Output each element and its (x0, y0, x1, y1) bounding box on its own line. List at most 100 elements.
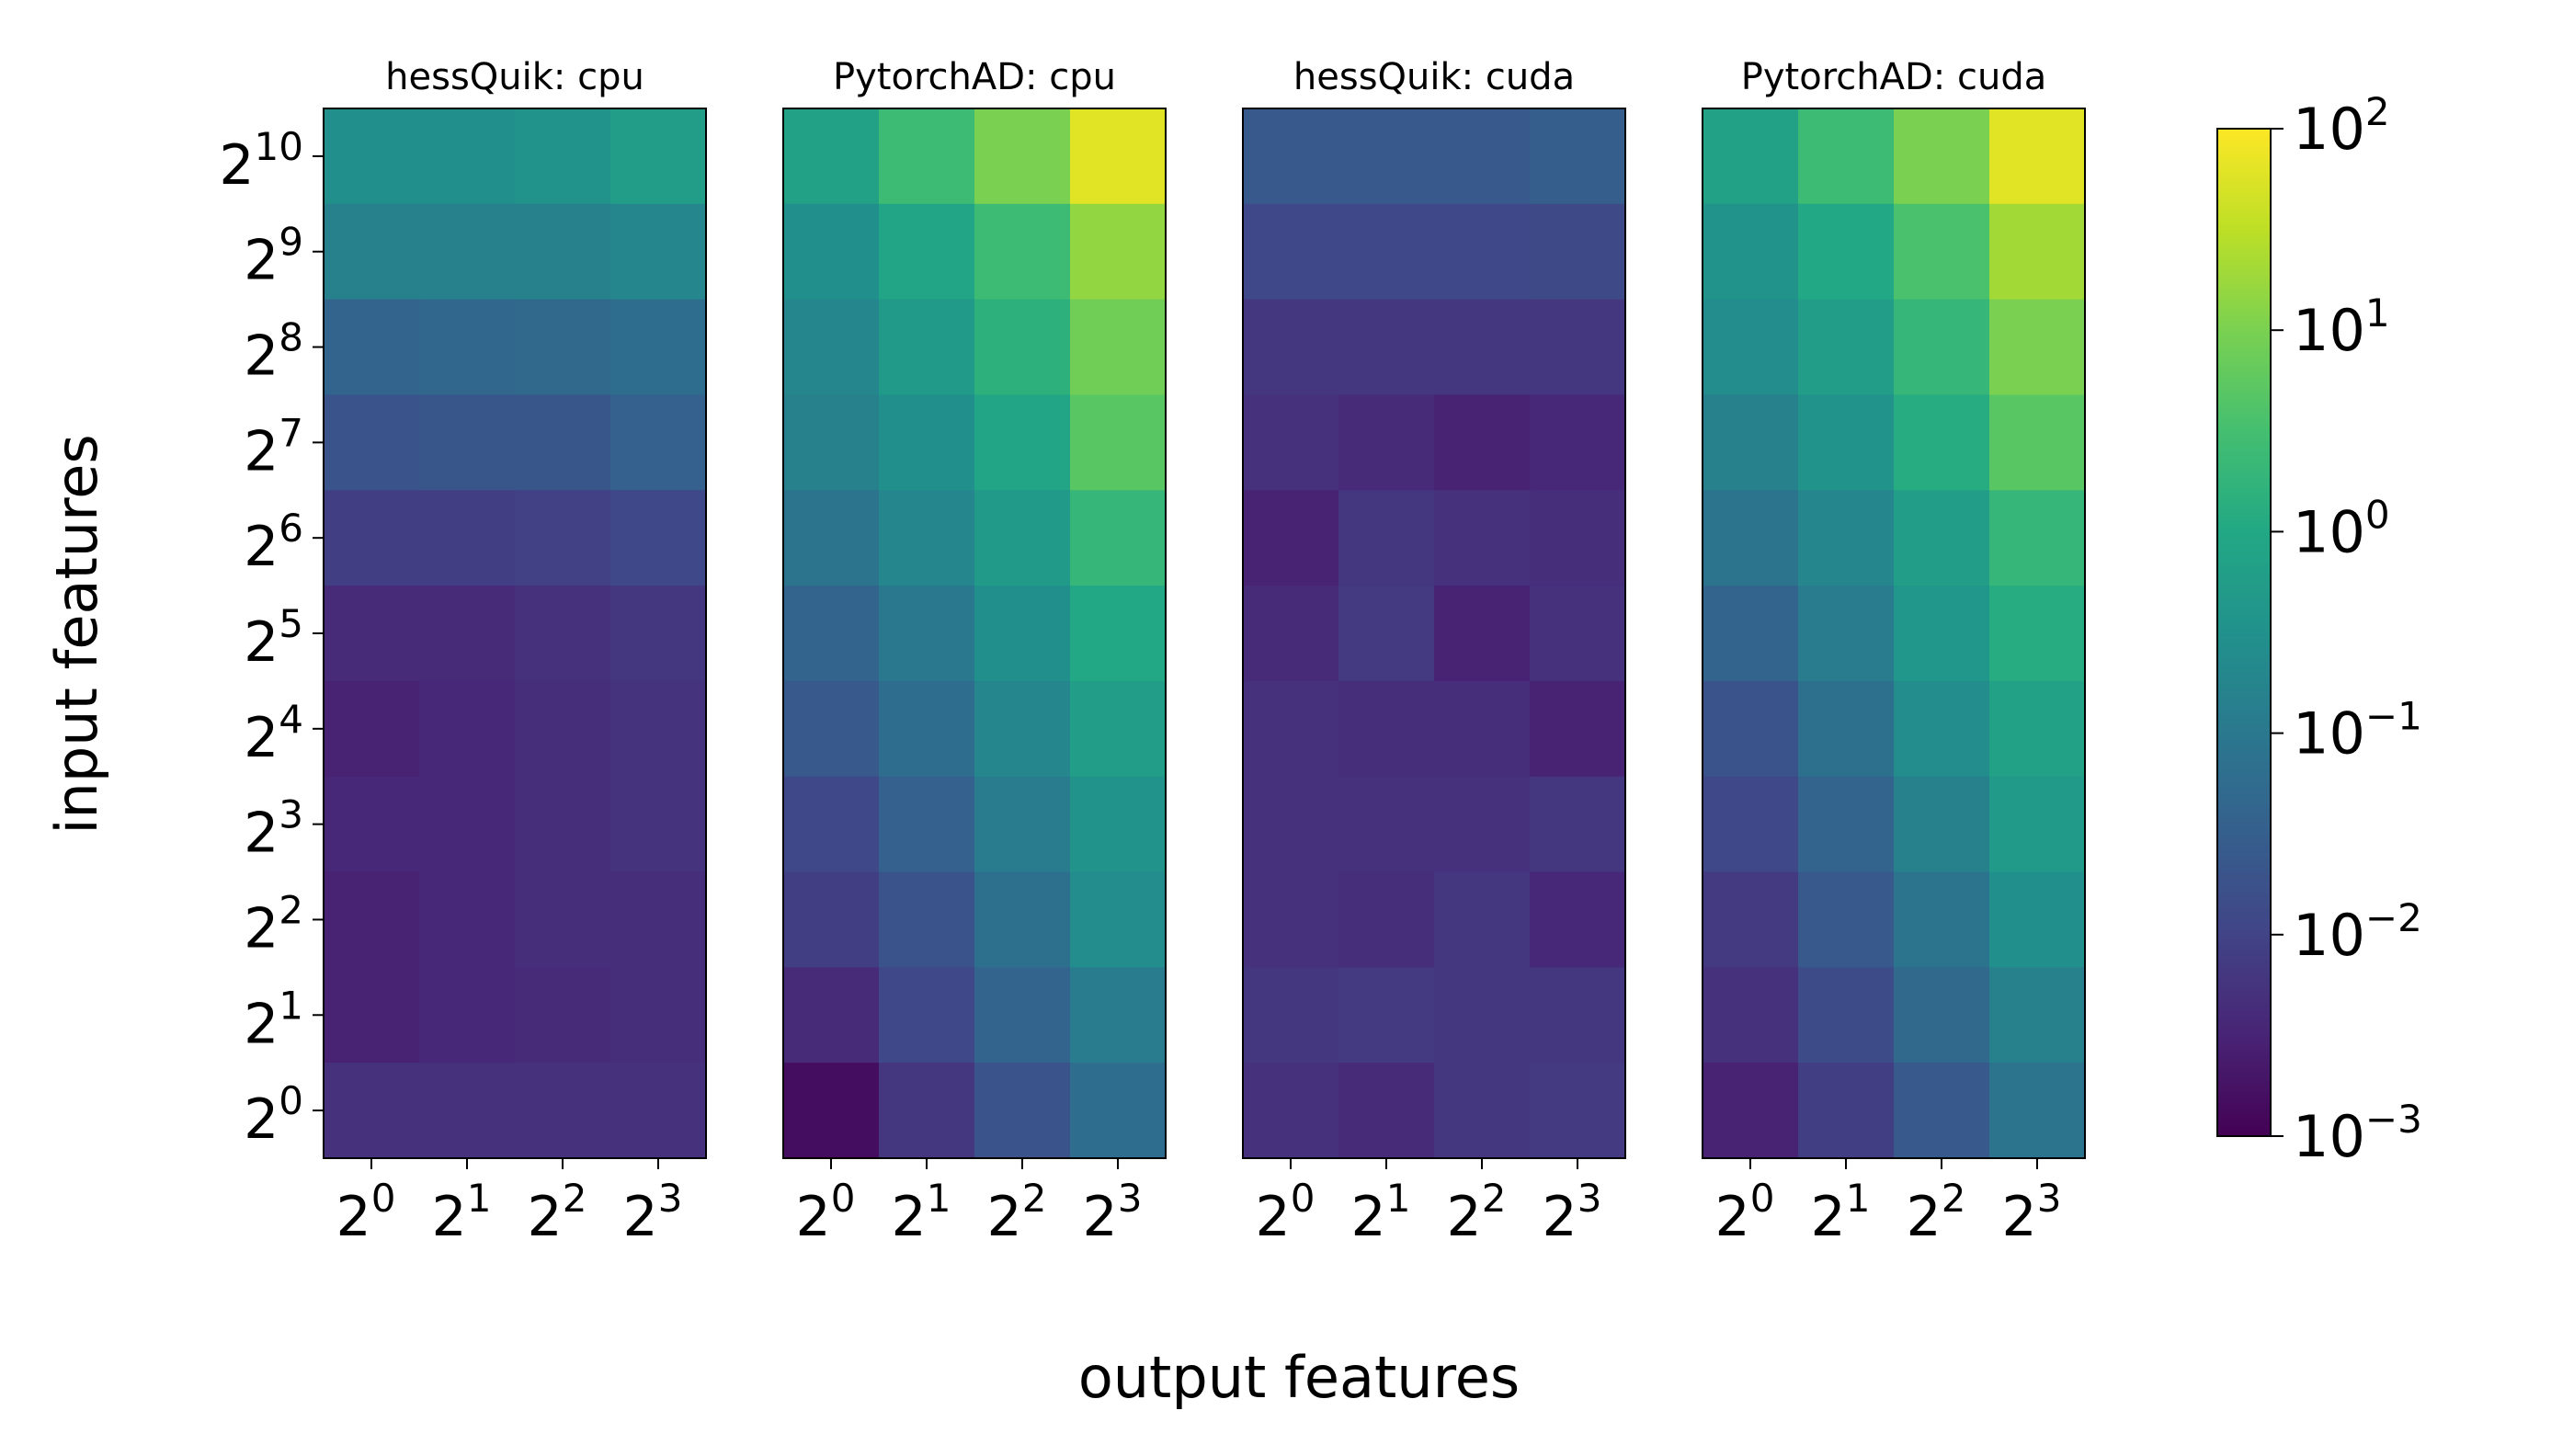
x-tick-label: 23 (1543, 1176, 1602, 1249)
heatmap-cell (324, 394, 420, 491)
x-axis-label: output features (1078, 1344, 1520, 1411)
heatmap-cell (419, 394, 516, 491)
heatmap-cell (1243, 680, 1339, 778)
heatmap-cell (1243, 871, 1339, 968)
heatmap-cell (419, 203, 516, 301)
heatmap-cell (783, 108, 880, 205)
heatmap-cell (1070, 680, 1167, 778)
colorbar-frame (2216, 128, 2272, 1137)
y-tick-label: 28 (244, 315, 303, 389)
heatmap-cell (783, 871, 880, 968)
heatmap-cell (1434, 967, 1531, 1064)
heatmap-cell (1530, 680, 1626, 778)
heatmap-cell (1798, 1063, 1895, 1159)
x-tick-label: 21 (892, 1176, 951, 1249)
heatmap-cell (879, 776, 975, 873)
x-tick-label: 22 (987, 1176, 1047, 1249)
heatmap-cell (783, 967, 880, 1064)
heatmap-cell (1070, 1063, 1167, 1159)
heatmap-cell (1989, 490, 2086, 586)
y-tick-label: 21 (244, 983, 303, 1056)
x-tick-label: 21 (432, 1176, 492, 1249)
heatmap-cell (1989, 108, 2086, 205)
heatmap-cell (1070, 586, 1167, 682)
colorbar-tick-label: 10−3 (2293, 1097, 2422, 1170)
heatmap-cell (1894, 680, 1990, 778)
heatmap-cell (974, 776, 1071, 873)
colorbar-tick-label: 100 (2293, 492, 2390, 565)
heatmap-cell (783, 586, 880, 682)
heatmap-cell (1434, 490, 1531, 586)
heatmap-cell (1434, 586, 1531, 682)
heatmap-cell (1703, 1063, 1799, 1159)
heatmap-cell (1243, 967, 1339, 1064)
heatmap-cell (610, 203, 707, 301)
heatmap-cell (783, 203, 880, 301)
heatmap-cell (879, 1063, 975, 1159)
x-tick-label: 20 (1256, 1176, 1315, 1249)
heatmap-cell (1798, 967, 1895, 1064)
heatmap-cell (1703, 394, 1799, 491)
heatmap-cell (610, 871, 707, 968)
heatmap-cell (1894, 490, 1990, 586)
heatmap-cell (974, 108, 1071, 205)
colorbar-gradient (2217, 129, 2271, 1136)
heatmap-cell (515, 586, 611, 682)
heatmap-cell (1530, 203, 1626, 301)
heatmap-cell (879, 871, 975, 968)
y-tick-label: 27 (244, 410, 303, 483)
heatmap-cell (1338, 299, 1435, 396)
x-tick-label: 20 (1715, 1176, 1775, 1249)
heatmap-cell (419, 967, 516, 1064)
y-tick-label: 20 (244, 1078, 303, 1152)
heatmap-cell (324, 776, 420, 873)
heatmap-cell (1798, 871, 1895, 968)
heatmap-cell (419, 490, 516, 586)
heatmap-cell (1070, 299, 1167, 396)
heatmap-cell (1434, 108, 1531, 205)
heatmap-cell (974, 1063, 1071, 1159)
heatmap-cell (1989, 967, 2086, 1064)
heatmap-cell (1338, 108, 1435, 205)
x-tick-label: 22 (1907, 1176, 1966, 1249)
heatmap-cell (419, 776, 516, 873)
heatmap-cell (879, 967, 975, 1064)
heatmap-cell (1243, 1063, 1339, 1159)
heatmap-cell (1243, 203, 1339, 301)
heatmap-cell (1703, 299, 1799, 396)
heatmap-cell (515, 871, 611, 968)
heatmap-cell (974, 586, 1071, 682)
heatmap-cell (1070, 871, 1167, 968)
heatmap-cell (1338, 680, 1435, 778)
heatmap-cell (419, 108, 516, 205)
heatmap-cell (1434, 394, 1531, 491)
heatmap-cell (515, 203, 611, 301)
heatmap-cell (1530, 490, 1626, 586)
heatmap-panel: hessQuik: cpu 20 21 22 23 20 21 22 23 24 25 26 27 28 2… (219, 56, 707, 1249)
heatmap-cell (879, 299, 975, 396)
heatmap-cell (1070, 490, 1167, 586)
x-tick-label: 20 (336, 1176, 396, 1249)
heatmap-cell (610, 586, 707, 682)
heatmap-cell (1894, 394, 1990, 491)
heatmap-cell (1894, 967, 1990, 1064)
colorbar: 102 101 100 10−1 10−2 10−3 (2216, 89, 2422, 1170)
heatmap-cell (1989, 680, 2086, 778)
heatmap-cell (1894, 586, 1990, 682)
heatmap-cell (879, 203, 975, 301)
heatmap-cell (324, 490, 420, 586)
heatmap-cell (324, 586, 420, 682)
y-tick-label: 29 (244, 220, 303, 293)
heatmap-cell (1434, 680, 1531, 778)
colorbar-tick-label: 102 (2293, 89, 2390, 163)
heatmap-cell (1798, 490, 1895, 586)
heatmap-cell (515, 299, 611, 396)
heatmap-cell (879, 108, 975, 205)
heatmap-cell (1530, 108, 1626, 205)
heatmap-cell (324, 680, 420, 778)
heatmap-cell (879, 394, 975, 491)
heatmap-cell (324, 108, 420, 205)
heatmap-cell (610, 776, 707, 873)
heatmap-cell (515, 776, 611, 873)
